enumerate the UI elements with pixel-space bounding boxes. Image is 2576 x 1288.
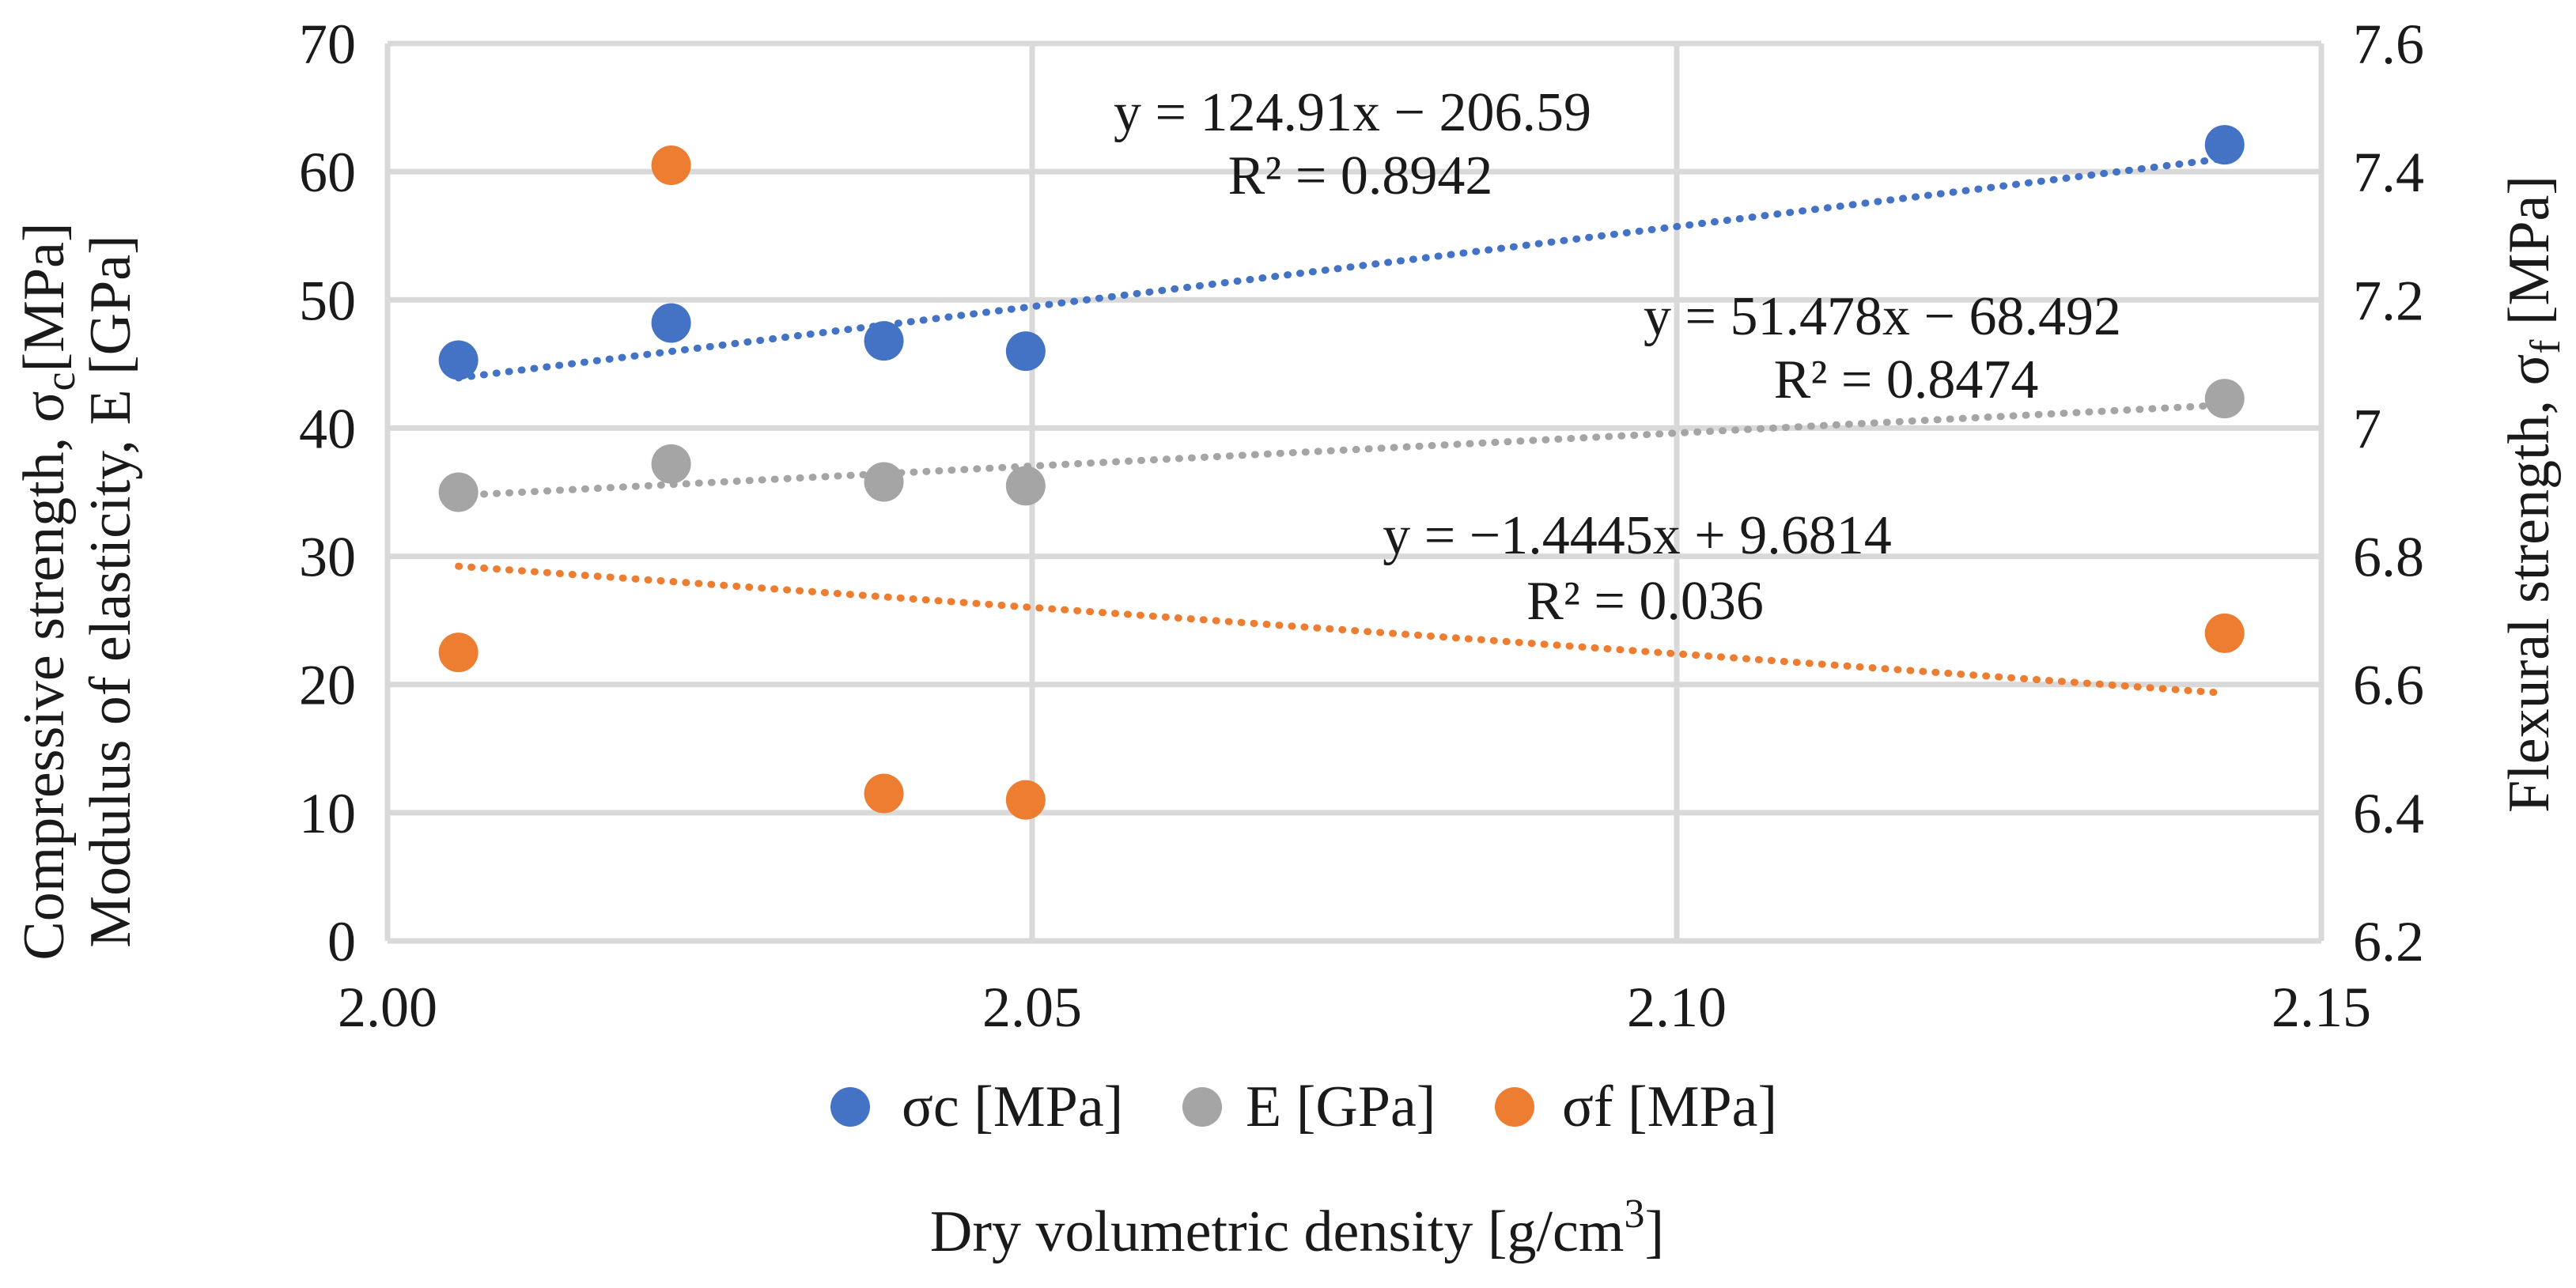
point-series-2: [1005, 780, 1046, 820]
trendlines: [455, 154, 2229, 697]
right-y-tick-label: 6.6: [2353, 654, 2424, 717]
point-series-2: [651, 145, 691, 186]
left-y-tick-label: 60: [299, 141, 356, 204]
right-axis-title-text: Flexural strength, σf [MPa]: [2497, 176, 2569, 813]
left-y-tick-label: 50: [299, 269, 356, 332]
trendline-series-0: [455, 154, 2229, 382]
data-points: [438, 125, 2245, 820]
point-series-2: [2204, 613, 2245, 653]
point-series-1: [2204, 379, 2245, 419]
point-series-0: [864, 321, 904, 361]
point-series-2: [438, 633, 479, 673]
legend-marker-sigma-c: [830, 1087, 870, 1127]
sigma-c-r2: R² = 0.8942: [1228, 145, 1493, 206]
x-tick-label: 2.05: [982, 976, 1082, 1039]
right-y-tick-label: 7.6: [2353, 13, 2424, 76]
x-tick-label: 2.15: [2271, 976, 2371, 1039]
x-tick-label: 2.10: [1627, 976, 1727, 1039]
point-series-1: [864, 462, 904, 502]
right-y-tick-label: 6.2: [2353, 910, 2424, 973]
sigma-c-equation: y = 124.91x − 206.59: [1114, 82, 1591, 143]
trendline-series-2: [455, 562, 2229, 697]
left-axis-title-line1: Compressive strength, σc[MPa]: [12, 222, 84, 960]
point-series-1: [438, 472, 479, 512]
tick-labels: 2.00 2.05 2.10 2.15 0 10 20 30 40 50 60 70 6.2 6.4 6.6…: [299, 13, 2424, 1039]
modulus-equation: y = 51.478x − 68.492: [1644, 286, 2121, 347]
x-tick-label: 2.00: [338, 976, 437, 1039]
left-y-tick-label: 30: [299, 526, 356, 589]
legend-marker-modulus: [1182, 1087, 1222, 1127]
legend-label-sigma-c: σc [MPa]: [902, 1075, 1123, 1139]
legend: σc [MPa] E [GPa] σf [MPa]: [830, 1075, 1777, 1139]
right-axis-title: Flexural strength, σf [MPa]: [2497, 176, 2569, 813]
left-y-tick-label: 20: [299, 654, 356, 717]
left-axis-title: Compressive strength, σc[MPa] Modulus of…: [12, 222, 143, 960]
right-y-tick-label: 6.8: [2353, 526, 2424, 589]
legend-marker-sigma-f: [1495, 1087, 1534, 1127]
trendline-annotations: y = 124.91x − 206.59 R² = 0.8942 y = 51.…: [1114, 82, 2121, 632]
point-series-1: [651, 444, 691, 484]
x-axis-title: Dry volumetric density [g/cm3]: [930, 1192, 1664, 1264]
point-series-0: [651, 303, 691, 343]
left-y-tick-label: 70: [299, 13, 356, 76]
point-series-0: [438, 340, 479, 380]
sigma-f-r2: R² = 0.036: [1526, 571, 1764, 632]
sigma-f-equation: y = −1.4445x + 9.6814: [1383, 505, 1891, 566]
left-y-tick-label: 0: [327, 910, 356, 973]
right-y-tick-label: 7.2: [2353, 269, 2424, 332]
modulus-r2: R² = 0.8474: [1774, 349, 2039, 410]
left-y-tick-label: 40: [299, 397, 356, 460]
point-series-2: [864, 773, 904, 814]
point-series-0: [1005, 331, 1046, 372]
point-series-1: [1005, 466, 1046, 506]
left-y-tick-label: 10: [299, 782, 356, 845]
left-axis-title-line2: Modulus of elasticity, E [GPa]: [78, 235, 143, 948]
legend-label-sigma-f: σf [MPa]: [1562, 1075, 1777, 1139]
right-y-tick-label: 6.4: [2353, 782, 2424, 845]
right-y-tick-label: 7.4: [2353, 141, 2424, 204]
gridlines: [384, 40, 2324, 944]
right-y-tick-label: 7: [2353, 397, 2381, 460]
legend-label-modulus: E [GPa]: [1246, 1075, 1436, 1139]
trendline-series-1: [455, 401, 2229, 500]
point-series-0: [2204, 125, 2245, 165]
